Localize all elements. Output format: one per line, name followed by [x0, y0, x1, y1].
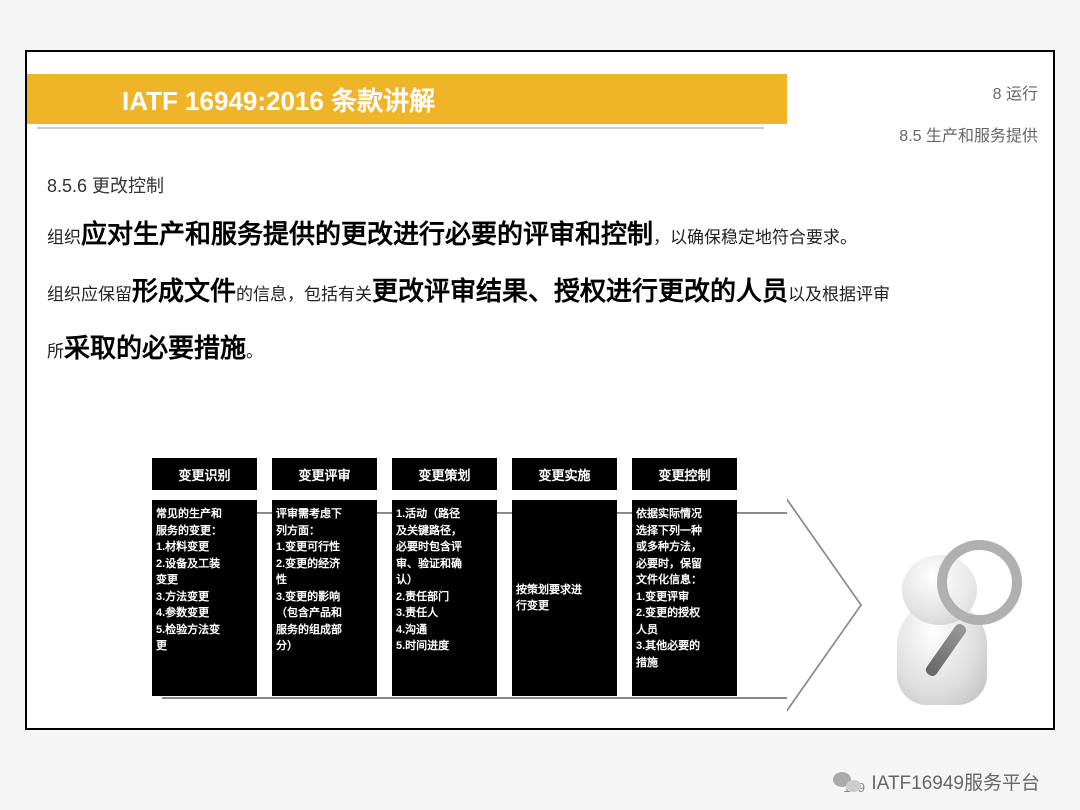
text-segment: 组织应保留: [47, 285, 132, 304]
text-segment: 。: [246, 342, 263, 361]
flow-column: 变更评审 评审需考虑下 列方面： 1.变更可行性 2.变更的经济 性 3.变更的…: [272, 458, 377, 696]
text-emphasis: 形成文件: [132, 276, 236, 306]
text-segment: 以及根据评审: [788, 285, 890, 304]
mascot-figure: [862, 535, 1027, 705]
flow-header: 变更控制: [632, 458, 737, 490]
flow-column: 变更识别 常见的生产和 服务的变更： 1.材料变更 2.设备及工装 变更 3.方…: [152, 458, 257, 696]
flow-header: 变更策划: [392, 458, 497, 490]
flow-body: 评审需考虑下 列方面： 1.变更可行性 2.变更的经济 性 3.变更的影响 （包…: [272, 500, 377, 696]
wechat-icon: [833, 770, 861, 794]
flow-body: 1.活动（路径 及关键路径， 必要时包含评 审、验证和确 认） 2.责任部门 3…: [392, 500, 497, 696]
content-area: 8.5.6 更改控制 组织应对生产和服务提供的更改进行必要的评审和控制，以确保稳…: [27, 147, 1053, 388]
arrow-head-icon: [787, 498, 862, 712]
flow-column: 变更策划 1.活动（路径 及关键路径， 必要时包含评 审、验证和确 认） 2.责…: [392, 458, 497, 696]
header-breadcrumb: 8 运行 8.5 生产和服务提供: [899, 80, 1038, 146]
flow-column: 变更控制 依据实际情况 选择下列一种 或多种方法， 必要时，保留 文件化信息： …: [632, 458, 737, 696]
text-segment: 的信息，包括有关: [236, 285, 372, 304]
section-number: 8 运行: [899, 80, 1038, 104]
platform-label: IATF16949服务平台: [871, 768, 1040, 795]
flowchart-area: 变更识别 常见的生产和 服务的变更： 1.材料变更 2.设备及工装 变更 3.方…: [47, 458, 1037, 713]
text-emphasis: 应对生产和服务提供的更改进行必要的评审和控制: [81, 219, 653, 249]
title-bar: IATF 16949:2016 条款讲解: [27, 74, 787, 124]
slide-title: IATF 16949:2016 条款讲解: [122, 81, 435, 118]
text-emphasis: 采取的必要措施: [64, 333, 246, 363]
header-area: IATF 16949:2016 条款讲解 8 运行 8.5 生产和服务提供: [27, 52, 1053, 147]
flow-boxes-row: 变更识别 常见的生产和 服务的变更： 1.材料变更 2.设备及工装 变更 3.方…: [152, 458, 737, 696]
flow-body: 常见的生产和 服务的变更： 1.材料变更 2.设备及工装 变更 3.方法变更 4…: [152, 500, 257, 696]
slide-frame: IATF 16949:2016 条款讲解 8 运行 8.5 生产和服务提供 8.…: [25, 50, 1055, 730]
flow-header: 变更评审: [272, 458, 377, 490]
flow-header: 变更识别: [152, 458, 257, 490]
header-divider: [37, 127, 1047, 129]
text-segment: 所: [47, 342, 64, 361]
flow-column: 变更实施 按策划要求进 行变更: [512, 458, 617, 696]
flow-body: 依据实际情况 选择下列一种 或多种方法， 必要时，保留 文件化信息： 1.变更评…: [632, 500, 737, 696]
body-paragraph: 组织应对生产和服务提供的更改进行必要的评审和控制，以确保稳定地符合要求。 组织应…: [47, 206, 1033, 378]
text-segment: 组织: [47, 228, 81, 247]
text-emphasis: 更改评审结果、授权进行更改的人员: [372, 276, 788, 306]
clause-number: 8.5.6 更改控制: [47, 172, 1033, 198]
magnifier-icon: [937, 540, 1022, 625]
flow-body: 按策划要求进 行变更: [512, 500, 617, 696]
flow-header: 变更实施: [512, 458, 617, 490]
footer-watermark: IATF16949服务平台: [833, 768, 1040, 795]
subsection-number: 8.5 生产和服务提供: [899, 122, 1038, 146]
text-segment: ，以确保稳定地符合要求。: [653, 228, 857, 247]
